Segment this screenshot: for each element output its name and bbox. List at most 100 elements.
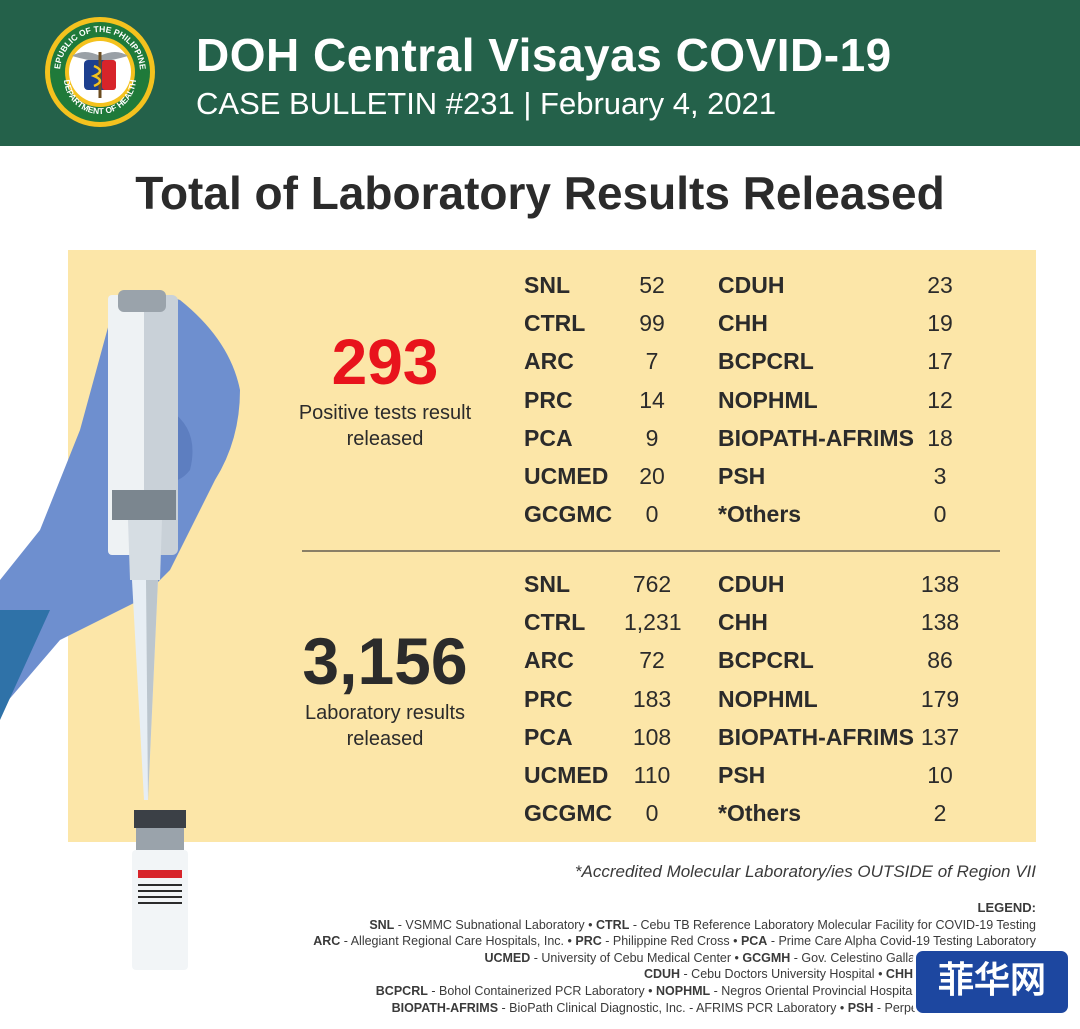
- laboratory-row-ctrl: CTRL 1,231: [524, 603, 684, 641]
- legend-code: SNL: [369, 917, 395, 932]
- lab-value: 10: [927, 762, 953, 788]
- laboratory-row-chh: CHH 138: [718, 603, 970, 641]
- legend-code: CTRL: [596, 917, 630, 932]
- lab-value: 17: [927, 348, 953, 375]
- legend-desc: - Allegiant Regional Care Hospitals, Inc…: [340, 934, 565, 949]
- lab-code: NOPHML: [718, 386, 818, 413]
- laboratory-row-bcpcrl: BCPCRL 86: [718, 641, 970, 679]
- laboratory-row-nophml: NOPHML 179: [718, 680, 970, 718]
- lab-code: CDUH: [718, 571, 785, 597]
- positive-row-others: *Others 0: [718, 495, 970, 533]
- laboratory-row-snl: SNL 762: [524, 565, 684, 603]
- doh-seal-icon: REPUBLIC OF THE PHILIPPINES DEPARTMENT O…: [44, 16, 155, 127]
- page-title: Total of Laboratory Results Released: [135, 167, 945, 219]
- legend-desc: - Prime Care Alpha Covid-19 Testing Labo…: [767, 934, 1036, 949]
- legend-desc: - Cebu TB Reference Laboratory Molecular…: [629, 917, 1036, 932]
- legend-desc: - Cebu Doctors University Hospital: [680, 967, 875, 982]
- watermark-logo: 菲华网: [913, 948, 1071, 1016]
- laboratory-row-others: *Others 2: [718, 794, 970, 832]
- laboratory-row-pca: PCA 108: [524, 718, 684, 756]
- positive-summary: 293 Positive tests result released: [290, 330, 480, 452]
- laboratory-row-ucmed: UCMED 110: [524, 756, 684, 794]
- positive-row-bcpcrl: BCPCRL 17: [718, 342, 970, 380]
- legend-code: BIOPATH-AFRIMS: [391, 1000, 499, 1015]
- legend-code: GCGMH: [742, 950, 791, 965]
- lab-value: 99: [639, 310, 665, 337]
- lab-code: GCGMC: [524, 501, 613, 528]
- lab-value: 7: [645, 348, 659, 375]
- legend-line: SNL - VSMMC Subnational Laboratory • CTR…: [313, 917, 1036, 934]
- lab-code: BIOPATH-AFRIMS: [718, 723, 914, 750]
- positive-row-cduh: CDUH 23: [718, 266, 970, 304]
- legend-line: ARC - Allegiant Regional Care Hospitals,…: [313, 933, 1036, 950]
- hand-pipette-icon: [0, 290, 240, 970]
- lab-value: 137: [920, 723, 960, 750]
- laboratory-row-cduh: CDUH 138: [718, 565, 970, 603]
- lab-value: 1,231: [624, 609, 682, 636]
- lab-value: 18: [927, 424, 953, 451]
- lab-code: BIOPATH-AFRIMS: [718, 424, 914, 451]
- positive-row-psh: PSH 3: [718, 457, 970, 495]
- legend-separator: •: [564, 934, 576, 949]
- lab-value: 110: [633, 762, 671, 788]
- laboratory-row-arc: ARC 72: [524, 641, 684, 679]
- lab-value: 183: [632, 685, 672, 712]
- legend-desc: - Philippine Red Cross: [601, 934, 730, 949]
- legend-code: BCPCRL: [375, 983, 428, 998]
- others-note: *Accredited Molecular Laboratory/ies OUT…: [574, 862, 1036, 881]
- legend-code: ARC: [313, 934, 341, 949]
- legend-desc: - BioPath Clinical Diagnostic, Inc. - AF…: [498, 1000, 837, 1015]
- legend-code: NOPHML: [655, 983, 711, 998]
- laboratory-row-prc: PRC 183: [524, 680, 684, 718]
- lab-value: 179: [920, 685, 960, 712]
- results-panel: [68, 250, 1036, 842]
- lab-code: BCPCRL: [718, 348, 814, 375]
- lab-value: 20: [639, 463, 665, 489]
- legend-desc: - VSMMC Subnational Laboratory: [394, 917, 585, 932]
- positive-row-ucmed: UCMED 20: [524, 457, 684, 495]
- lab-code: CTRL: [524, 310, 586, 337]
- lab-code: PRC: [524, 386, 573, 413]
- legend-code: PSH: [847, 1000, 874, 1015]
- lab-code: SNL: [524, 571, 570, 597]
- laboratory-row-psh: PSH 10: [718, 756, 970, 794]
- legend-separator: •: [836, 1000, 848, 1015]
- lab-value: 52: [639, 272, 665, 298]
- lab-code: CTRL: [524, 609, 586, 636]
- laboratory-row-gcgmc: GCGMC 0: [524, 794, 684, 832]
- lab-code: ARC: [524, 348, 574, 375]
- lab-code: ARC: [524, 647, 574, 674]
- positive-row-chh: CHH 19: [718, 304, 970, 342]
- lab-code: BCPCRL: [718, 647, 814, 674]
- positive-row-pca: PCA 9: [524, 419, 684, 457]
- bulletin-subtitle: CASE BULLETIN #231 | February 4, 2021: [196, 86, 777, 121]
- lab-code: *Others: [718, 501, 802, 528]
- lab-value: 72: [639, 647, 665, 674]
- lab-value: 138: [920, 609, 960, 636]
- lab-value: 23: [927, 272, 953, 298]
- lab-value: 138: [920, 571, 960, 597]
- lab-code: GCGMC: [524, 800, 613, 827]
- lab-value: 108: [632, 723, 672, 750]
- lab-value: 3: [933, 463, 947, 489]
- lab-code: NOPHML: [718, 685, 818, 712]
- bulletin-title: DOH Central Visayas COVID-19: [196, 29, 892, 81]
- positive-row-gcgmc: GCGMC 0: [524, 495, 684, 533]
- lab-value: 0: [933, 501, 947, 528]
- legend-code: PCA: [740, 934, 768, 949]
- lab-value: 0: [645, 800, 659, 827]
- positive-total: 293: [331, 326, 439, 398]
- legend-separator: •: [729, 934, 741, 949]
- section-divider: [302, 550, 1000, 552]
- positive-row-nophml: NOPHML 12: [718, 381, 970, 419]
- lab-value: 86: [927, 647, 953, 674]
- laboratory-total: 3,156: [302, 624, 468, 698]
- lab-value: 9: [645, 424, 659, 451]
- positive-label: Positive tests result released: [298, 402, 472, 450]
- laboratory-label: Laboratory results released: [304, 702, 466, 750]
- positive-row-prc: PRC 14: [524, 381, 684, 419]
- legend-desc: - Bohol Containerized PCR Laboratory: [427, 983, 645, 998]
- legend-separator: •: [584, 917, 597, 932]
- legend-desc: - University of Cebu Medical Center: [530, 950, 732, 965]
- lab-code: CHH: [718, 310, 768, 337]
